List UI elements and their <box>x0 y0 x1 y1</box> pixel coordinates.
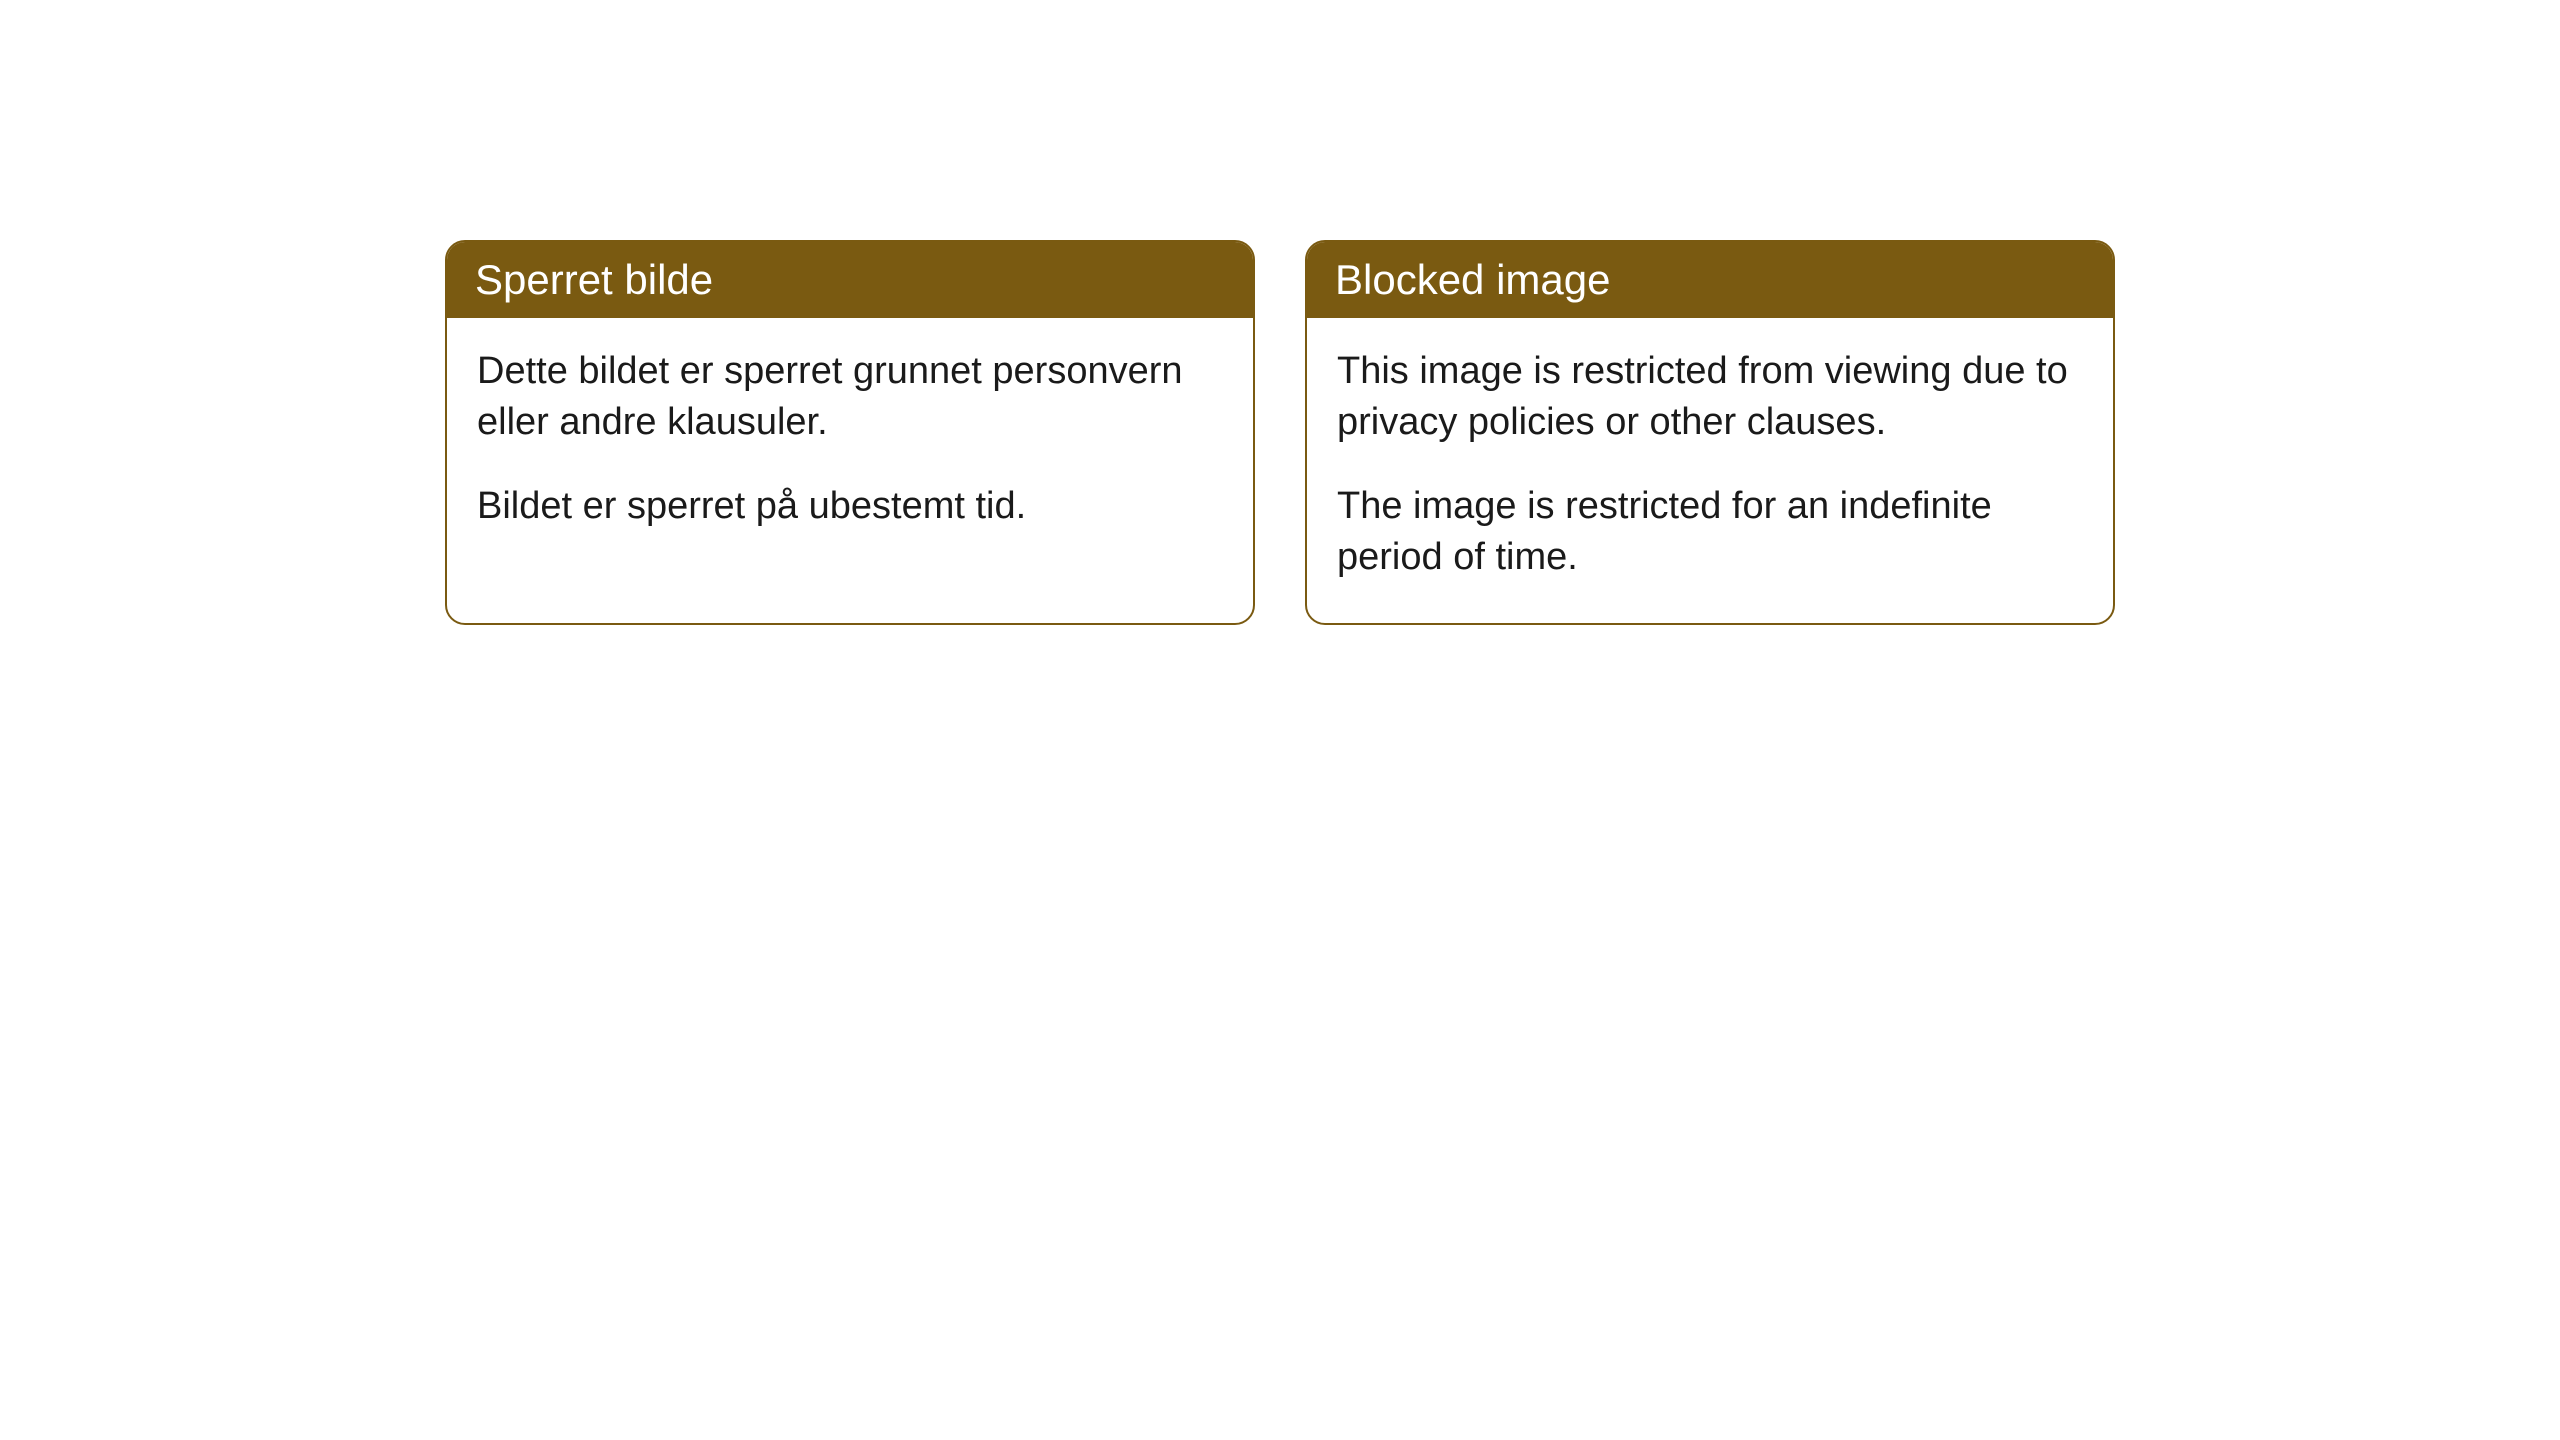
card-header-english: Blocked image <box>1307 242 2113 318</box>
card-title: Blocked image <box>1335 256 1610 303</box>
notice-text-line-1: Dette bildet er sperret grunnet personve… <box>477 346 1223 449</box>
card-header-norwegian: Sperret bilde <box>447 242 1253 318</box>
card-body-english: This image is restricted from viewing du… <box>1307 318 2113 623</box>
notice-card-english: Blocked image This image is restricted f… <box>1305 240 2115 625</box>
notice-card-norwegian: Sperret bilde Dette bildet er sperret gr… <box>445 240 1255 625</box>
notice-cards-container: Sperret bilde Dette bildet er sperret gr… <box>445 240 2115 625</box>
notice-text-line-1: This image is restricted from viewing du… <box>1337 346 2083 449</box>
card-title: Sperret bilde <box>475 256 713 303</box>
card-body-norwegian: Dette bildet er sperret grunnet personve… <box>447 318 1253 572</box>
notice-text-line-2: The image is restricted for an indefinit… <box>1337 481 2083 584</box>
notice-text-line-2: Bildet er sperret på ubestemt tid. <box>477 481 1223 532</box>
